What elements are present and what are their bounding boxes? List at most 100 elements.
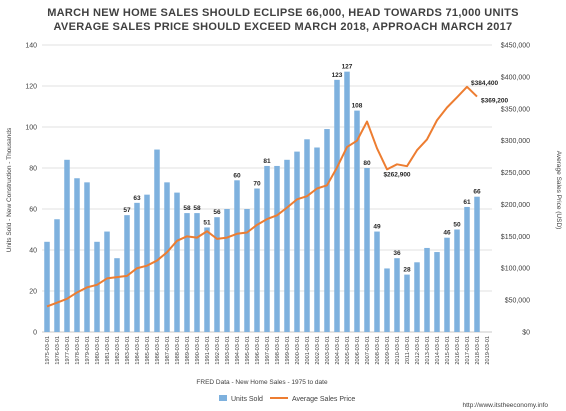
bar — [144, 194, 150, 332]
x-tick-label: 1980-03-01 — [95, 336, 101, 365]
right-tick-label: $400,000 — [501, 74, 530, 81]
bar — [404, 274, 410, 332]
bar — [374, 231, 380, 332]
bar — [104, 231, 110, 332]
x-tick-label: 1997-03-01 — [265, 336, 271, 365]
x-tick-label: 2018-03-01 — [475, 336, 481, 365]
x-tick-label: 1979-03-01 — [85, 336, 91, 365]
x-tick-label: 2009-03-01 — [385, 336, 391, 365]
bar-data-label: 49 — [373, 224, 381, 231]
bar — [54, 219, 60, 332]
bar — [164, 182, 170, 332]
legend: Units Sold Average Sales Price — [219, 395, 355, 403]
x-tick-label: 2002-03-01 — [315, 336, 321, 365]
bar — [364, 168, 370, 332]
bar-data-label: 81 — [263, 158, 271, 165]
bar — [154, 149, 160, 332]
bar-data-label: 51 — [203, 219, 211, 226]
x-tick-label: 1975-03-01 — [45, 336, 51, 365]
right-tick-label: $100,000 — [501, 266, 530, 273]
bar — [224, 209, 230, 332]
x-tick-label: 2014-03-01 — [435, 336, 441, 365]
bar-data-label: 60 — [233, 172, 241, 179]
right-tick-label: $200,000 — [501, 202, 530, 209]
x-tick-label: 2013-03-01 — [425, 336, 431, 365]
x-tick-label: 2016-03-01 — [455, 336, 461, 365]
source-url: http://www.itstheeconomy.info — [462, 402, 548, 409]
bar-data-label: 66 — [473, 189, 481, 196]
x-tick-label: 1987-03-01 — [165, 336, 171, 365]
bar-data-label: 63 — [133, 195, 141, 202]
x-tick-label: 1986-03-01 — [155, 336, 161, 365]
right-axis: $0 $50,000 $100,000 $150,000 $200,000 $250,00… — [501, 43, 530, 337]
legend-label-average-sales-price: Average Sales Price — [292, 396, 355, 403]
x-tick-label: 1998-03-01 — [275, 336, 281, 365]
bar — [114, 258, 120, 332]
x-tick-label: 2017-03-01 — [465, 336, 471, 365]
bar — [44, 241, 50, 332]
bar — [314, 147, 320, 332]
x-tick-label: 2012-03-01 — [415, 336, 421, 365]
line-series — [46, 85, 478, 308]
x-axis: 1975-03-01 1976-03-01 1977-03-01 1978-03-01… — [45, 336, 491, 365]
bar-data-label: 70 — [253, 181, 261, 188]
bar — [204, 227, 210, 332]
bar-data-label: 61 — [463, 199, 471, 206]
bar-data-label: 57 — [123, 207, 131, 214]
bar — [294, 151, 300, 332]
left-tick-label: 80 — [29, 166, 37, 173]
x-tick-label: 1995-03-01 — [245, 336, 251, 365]
legend-label-units-sold: Units Sold — [231, 396, 263, 403]
bar — [414, 262, 420, 332]
bar — [324, 129, 330, 332]
right-tick-label: $350,000 — [501, 106, 530, 113]
x-tick-label: 2015-03-01 — [445, 336, 451, 365]
bar-data-label: 28 — [403, 267, 411, 274]
bar — [304, 139, 310, 332]
bar — [174, 192, 180, 332]
right-axis-title: Average Sales Price (USD) — [555, 151, 562, 230]
bar — [254, 188, 260, 332]
x-tick-label: 1982-03-01 — [115, 336, 121, 365]
x-tick-label: 2019-03-01 — [485, 336, 491, 365]
x-tick-label: 1988-03-01 — [175, 336, 181, 365]
x-tick-label: 1994-03-01 — [235, 336, 241, 365]
x-tick-label: 2004-03-01 — [335, 336, 341, 365]
right-tick-label: $250,000 — [501, 170, 530, 177]
bar — [424, 247, 430, 332]
legend-swatch-units-sold — [219, 395, 227, 401]
chart-title-line2: AVERAGE SALES PRICE SHOULD EXCEED MARCH … — [54, 21, 513, 33]
x-tick-label: 2005-03-01 — [345, 336, 351, 365]
bar — [344, 71, 350, 333]
bar — [124, 215, 130, 332]
bar — [184, 213, 190, 332]
bar-data-label: 56 — [213, 209, 221, 216]
x-tick-label: 1978-03-01 — [75, 336, 81, 365]
line-data-label: $369,200 — [481, 98, 508, 105]
left-tick-label: 40 — [29, 248, 37, 255]
bar — [444, 237, 450, 332]
bar — [454, 229, 460, 332]
x-tick-label: 1981-03-01 — [105, 336, 111, 365]
right-tick-label: $50,000 — [505, 298, 530, 305]
left-tick-label: 120 — [25, 84, 37, 91]
right-tick-label: $0 — [522, 330, 530, 337]
bar — [264, 165, 270, 332]
bar-data-label: 123 — [332, 72, 343, 79]
left-tick-label: 60 — [29, 207, 37, 214]
x-tick-label: 1977-03-01 — [65, 336, 71, 365]
right-tick-label: $300,000 — [501, 138, 530, 145]
average-sales-price-line — [46, 85, 478, 308]
x-tick-label: 2008-03-01 — [375, 336, 381, 365]
bar-data-label: 58 — [193, 205, 201, 212]
x-tick-label: 1999-03-01 — [285, 336, 291, 365]
bar-data-label: 108 — [352, 103, 363, 110]
bar — [214, 217, 220, 332]
bar — [84, 182, 90, 332]
bar-data-label: 80 — [363, 160, 371, 167]
bar — [434, 252, 440, 332]
x-axis-title: FRED Data - New Home Sales - 1975 to dat… — [196, 379, 328, 386]
x-tick-label: 1993-03-01 — [225, 336, 231, 365]
